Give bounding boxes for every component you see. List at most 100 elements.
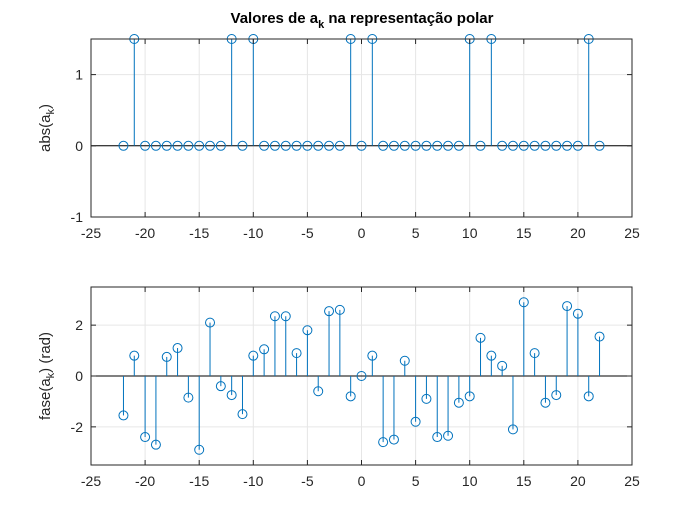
phase-stem-marker (280, 311, 291, 322)
phase-x-tick-label: -15 (189, 473, 209, 489)
phase-stem-marker (486, 350, 497, 361)
phase-stem-marker (313, 386, 324, 397)
abs-stem-marker (551, 140, 562, 151)
phase-stem-marker (367, 350, 378, 361)
phase-x-tick-label: 5 (412, 473, 420, 489)
abs-stem-marker (215, 140, 226, 151)
abs-y-axis-label-subscript: k (45, 108, 57, 114)
chart-title: Valores de ak na representação polar (231, 10, 494, 31)
abs-x-tick-label: -5 (301, 225, 314, 241)
abs-stem-marker (194, 140, 205, 151)
phase-stem-marker (161, 351, 172, 362)
abs-stem-marker (421, 140, 432, 151)
phase-stem-marker (594, 331, 605, 342)
phase-stem-marker (464, 391, 475, 402)
phase-stem-marker (551, 390, 562, 401)
abs-stem-marker (507, 140, 518, 151)
chart-title-subscript: k (318, 19, 325, 31)
phase-stem-marker (334, 304, 345, 315)
phase-stem-marker (172, 343, 183, 354)
abs-stem-marker (356, 140, 367, 151)
phase-y-axis-label-suffix: ) (rad) (37, 332, 54, 373)
phase-stem-marker (443, 430, 454, 441)
phase-stem-marker (291, 348, 302, 359)
phase-stem-marker (562, 301, 573, 312)
abs-stem-marker (161, 140, 172, 151)
abs-x-tick-label: 15 (516, 225, 532, 241)
abs-stem-marker (378, 140, 389, 151)
phase-stem-marker (518, 297, 529, 308)
phase-stem-marker (432, 432, 443, 443)
abs-stem-marker (388, 140, 399, 151)
phase-stem-marker (226, 390, 237, 401)
abs-stem-marker (518, 140, 529, 151)
phase-stem-marker (399, 355, 410, 366)
abs-stem-marker (172, 140, 183, 151)
phase-stem-marker (388, 434, 399, 445)
phase-y-tick-label: 0 (75, 368, 83, 384)
phase-stem-marker (540, 397, 551, 408)
phase-stem-marker (497, 360, 508, 371)
phase-stem-marker (140, 432, 151, 443)
abs-y-axis-label-suffix: ) (37, 104, 54, 109)
abs-y-axis-label: abs(ak) (37, 104, 57, 152)
abs-stem-marker (302, 140, 313, 151)
chart-title-suffix: na representação polar (324, 10, 493, 27)
abs-x-tick-label: -25 (81, 225, 101, 241)
phase-stem-marker (378, 437, 389, 448)
phase-stem-marker (583, 391, 594, 402)
abs-stem-marker (313, 140, 324, 151)
phase-stem-marker (248, 350, 259, 361)
abs-y-tick-label: 0 (75, 138, 83, 154)
abs-stem-marker (453, 140, 464, 151)
abs-stem-marker (562, 140, 573, 151)
phase-stem-marker (410, 416, 421, 427)
abs-stem-marker (118, 140, 129, 151)
abs-stem-marker (475, 140, 486, 151)
phase-y-tick-label: -2 (71, 419, 84, 435)
phase-stem-marker (324, 306, 335, 317)
phase-y-tick-label: 2 (75, 317, 83, 333)
abs-x-tick-label: 0 (358, 225, 366, 241)
abs-y-tick-label: 1 (75, 67, 83, 83)
phase-x-tick-label: 15 (516, 473, 532, 489)
abs-stem-marker (237, 140, 248, 151)
abs-x-tick-label: -10 (243, 225, 263, 241)
abs-stem-marker (443, 140, 454, 151)
phase-x-tick-label: -25 (81, 473, 101, 489)
abs-x-tick-label: 5 (412, 225, 420, 241)
abs-stem-marker (324, 140, 335, 151)
phase-y-axis-label-subscript: k (45, 372, 57, 378)
phase-stem-marker (269, 311, 280, 322)
phase-stem-marker (453, 397, 464, 408)
abs-x-tick-label: -15 (189, 225, 209, 241)
phase-stem-marker (356, 371, 367, 381)
phase-stem-marker (205, 317, 216, 328)
phase-x-tick-label: 0 (358, 473, 366, 489)
phase-x-tick-label: -5 (301, 473, 314, 489)
phase-stem-marker (529, 348, 540, 359)
abs-y-axis-label-prefix: abs(a (37, 114, 54, 152)
abs-stem-marker (399, 140, 410, 151)
phase-stem-marker (237, 409, 248, 420)
abs-stem-marker (497, 140, 508, 151)
phase-stem-marker (475, 332, 486, 343)
phase-x-tick-label: 10 (462, 473, 478, 489)
phase-y-axis-label: fase(ak) (rad) (37, 332, 57, 420)
abs-x-tick-label: 10 (462, 225, 478, 241)
abs-stem-marker (150, 140, 161, 151)
abs-x-tick-label: -20 (135, 225, 155, 241)
abs-x-tick-label: 25 (624, 225, 640, 241)
abs-stem-marker (291, 140, 302, 151)
phase-stem-marker (183, 392, 194, 403)
phase-x-tick-label: -20 (135, 473, 155, 489)
phase-y-axis-label-prefix: fase(a (37, 378, 54, 420)
phase-stem-marker (118, 410, 129, 421)
phase-stem-marker (345, 391, 356, 402)
abs-y-tick-label: -1 (71, 209, 84, 225)
abs-stem-marker (540, 140, 551, 151)
